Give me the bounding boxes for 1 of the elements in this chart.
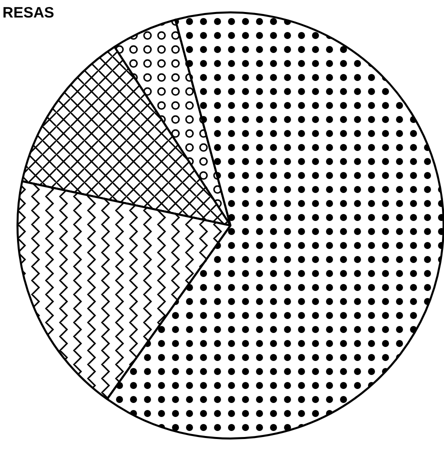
chart-title: RESAS	[2, 4, 54, 22]
